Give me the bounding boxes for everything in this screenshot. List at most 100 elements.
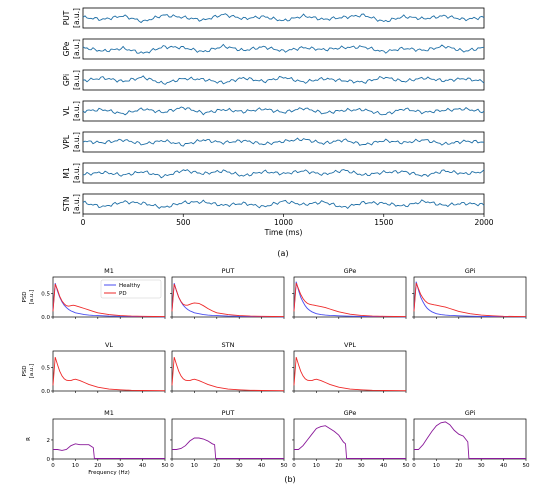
psd-ylabel: PSD [22, 365, 28, 376]
subplot-title: VPL [344, 341, 356, 349]
x-tick-label: 0 [51, 463, 55, 469]
trace-row-vpl: VPL [a.u.] [62, 131, 485, 153]
y-tick-label: 2 [47, 438, 51, 444]
x-tick-label: 50 [523, 463, 530, 469]
trace-ylabel: VPL [62, 134, 71, 149]
trace-axes-frame [82, 100, 485, 122]
y-tick-label: 0.0 [41, 315, 50, 321]
trace-row-gpe: GPe [a.u.] [62, 38, 485, 60]
subplot-frame [293, 418, 407, 460]
x-tick-label: 40 [380, 463, 387, 469]
psd-subplot-m1: M1 0.0 0.5 Healthy PD [41, 267, 166, 321]
x-tick-label: 10 [72, 463, 79, 469]
x-tick-label: 20 [455, 463, 462, 469]
trace-ylabel: PUT [62, 10, 71, 25]
x-tick-label: 20 [213, 463, 220, 469]
trace-row-put: PUT [a.u.] [62, 7, 485, 29]
pd-psd-line [171, 283, 285, 318]
x-tick-label: 30 [358, 463, 365, 469]
subplot-title: STN [222, 341, 235, 349]
subplot-title: GPe [344, 409, 357, 417]
ratio-subplot-gpi: GPi 0 10 20 30 40 50 [412, 409, 530, 469]
subplot-title: M1 [104, 267, 114, 275]
subplot-frame [413, 418, 527, 460]
subplot-title: VL [105, 341, 113, 349]
ratio-subplot-put: PUT 0 10 20 30 40 50 [170, 409, 288, 469]
x-tick-label: 30 [117, 463, 124, 469]
x-tick-label: 500 [176, 218, 191, 227]
y-tick-label: 0 [47, 457, 51, 463]
x-tick-label: 40 [258, 463, 265, 469]
y-tick-label: 0.0 [41, 389, 50, 395]
psd-subplot-vl: VL 0.0 0.5 [41, 341, 166, 395]
trace-row-stn: STN [a.u.] [62, 193, 485, 215]
trace-axes-frame [82, 38, 485, 60]
subplot-frame [413, 276, 527, 318]
trace-line-m1 [82, 169, 485, 179]
x-tick-label: 20 [94, 463, 101, 469]
pd-psd-line [52, 283, 166, 318]
legend-healthy-label: Healthy [119, 283, 141, 289]
ratio-line [294, 425, 406, 459]
subplot-frame [52, 418, 166, 460]
x-axis-label: Frequency (Hz) [88, 470, 129, 476]
trace-line-gpi [82, 75, 485, 85]
trace-line-stn [82, 199, 485, 210]
ratio-line [414, 421, 526, 459]
subplot-title: GPe [344, 267, 357, 275]
ratio-line [53, 443, 165, 459]
trace-row-gpi: GPi [a.u.] [62, 69, 485, 91]
psd-subplot-vpl: VPL [292, 341, 407, 393]
x-tick-label: 2000 [474, 218, 493, 227]
psd-subplot-gpi: GPi [412, 267, 527, 319]
x-tick-label: 40 [139, 463, 146, 469]
x-tick-label: 10 [433, 463, 440, 469]
x-tick-label: 0 [81, 218, 86, 227]
trace-ylabel-unit: [a.u.] [72, 39, 81, 59]
trace-ylabel: GPe [62, 41, 71, 56]
x-tick-label: 0 [412, 463, 416, 469]
x-tick-label: 50 [403, 463, 410, 469]
trace-ylabel-unit: [a.u.] [72, 8, 81, 28]
x-tick-label: 50 [281, 463, 288, 469]
x-tick-label: 1000 [274, 218, 293, 227]
panel-a-label: (a) [277, 249, 288, 258]
trace-row-m1: M1 [a.u.] [62, 162, 485, 184]
x-tick-label: 20 [335, 463, 342, 469]
trace-row-vl: VL [a.u.] [62, 100, 485, 122]
x-tick-label: 0 [292, 463, 296, 469]
subplot-title: M1 [104, 409, 114, 417]
trace-ylabel: M1 [62, 167, 71, 178]
trace-axes-frame [82, 162, 485, 184]
subplot-frame [171, 350, 285, 392]
pd-psd-line [171, 356, 285, 392]
x-tick-label: 0 [170, 463, 174, 469]
trace-ylabel-unit: [a.u.] [72, 70, 81, 90]
panel-b-label: (b) [284, 475, 295, 484]
trace-ylabel-unit: [a.u.] [72, 101, 81, 121]
subplot-title: PUT [222, 267, 235, 275]
trace-line-vl [82, 106, 485, 116]
x-tick-label: 30 [236, 463, 243, 469]
trace-ylabel: GPi [62, 74, 71, 86]
healthy-psd-line [171, 282, 285, 318]
pd-psd-line [293, 356, 407, 392]
trace-line-put [82, 13, 485, 24]
y-tick-label: 0.5 [41, 291, 50, 297]
x-axis-label: Time (ms) [264, 228, 303, 237]
subplot-title: PUT [222, 409, 235, 417]
psd-ylabel-unit: [a.u.] [29, 290, 35, 305]
psd-ylabel-unit: [a.u.] [29, 364, 35, 379]
subplot-frame [52, 350, 166, 392]
x-tick-label: 1500 [374, 218, 393, 227]
trace-ylabel-unit: [a.u.] [72, 194, 81, 214]
trace-ylabel: STN [62, 197, 71, 212]
panel-b-spectra: M1 0.0 0.5 Healthy PD PUT GPe GPi VL 0.0 0.5 STN VPL… [22, 267, 530, 476]
y-tick-label: 0.5 [41, 365, 50, 371]
pd-psd-line [413, 282, 527, 318]
trace-line-vpl [82, 137, 485, 147]
subplot-frame [171, 418, 285, 460]
x-tick-label: 10 [191, 463, 198, 469]
subplot-frame [293, 350, 407, 392]
